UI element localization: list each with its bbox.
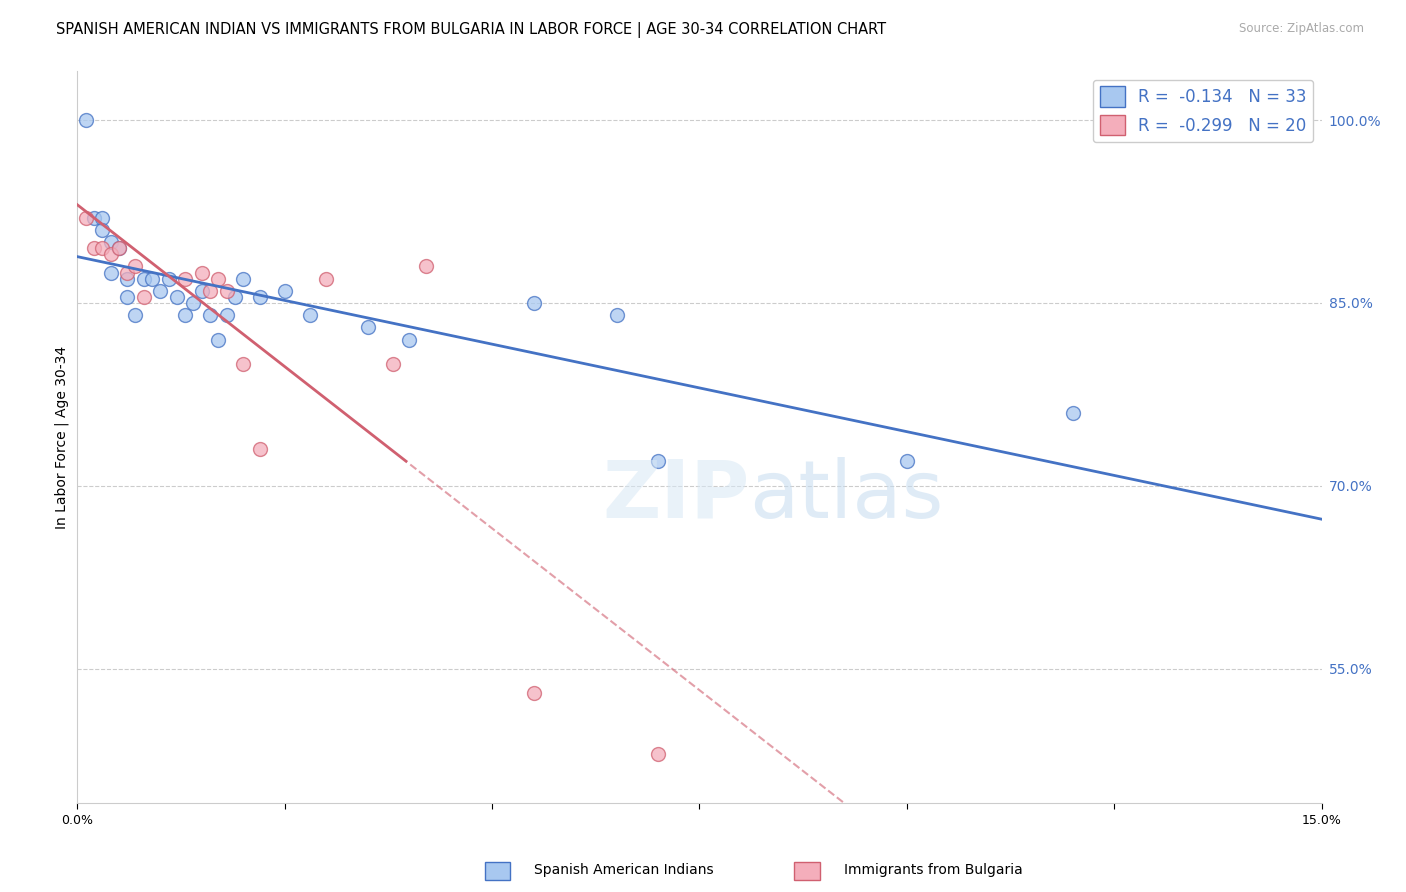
Legend: R =  -0.134   N = 33, R =  -0.299   N = 20: R = -0.134 N = 33, R = -0.299 N = 20 <box>1092 79 1313 142</box>
Point <box>606 308 628 322</box>
Point <box>141 271 163 285</box>
Point <box>83 241 105 255</box>
Point <box>91 241 114 255</box>
Point <box>415 260 437 274</box>
Point <box>191 266 214 280</box>
Point <box>149 284 172 298</box>
Point <box>166 290 188 304</box>
Point <box>83 211 105 225</box>
Point <box>75 211 97 225</box>
Y-axis label: In Labor Force | Age 30-34: In Labor Force | Age 30-34 <box>55 345 69 529</box>
Point <box>647 747 669 761</box>
Point <box>132 271 155 285</box>
Point <box>315 271 337 285</box>
Point <box>274 284 297 298</box>
Point <box>207 271 229 285</box>
Point <box>100 247 122 261</box>
Point <box>183 296 205 310</box>
Point <box>75 113 97 128</box>
Point <box>647 454 669 468</box>
Text: Immigrants from Bulgaria: Immigrants from Bulgaria <box>844 863 1022 877</box>
Point <box>108 241 131 255</box>
Point <box>191 284 214 298</box>
Point <box>91 223 114 237</box>
Point <box>124 308 146 322</box>
Point <box>174 308 197 322</box>
Point <box>249 442 271 457</box>
Point <box>100 266 122 280</box>
Point <box>115 271 138 285</box>
Point <box>132 290 155 304</box>
Text: Source: ZipAtlas.com: Source: ZipAtlas.com <box>1239 22 1364 36</box>
Point <box>224 290 246 304</box>
Point <box>91 211 114 225</box>
Point <box>108 241 131 255</box>
Point <box>249 290 271 304</box>
Point <box>207 333 229 347</box>
Point <box>1062 406 1084 420</box>
Point <box>115 290 138 304</box>
Point <box>100 235 122 249</box>
Point <box>896 454 918 468</box>
Point <box>232 357 254 371</box>
Text: ZIP: ZIP <box>602 457 749 534</box>
Text: Spanish American Indians: Spanish American Indians <box>534 863 714 877</box>
Point <box>357 320 380 334</box>
Point <box>523 686 546 700</box>
Point <box>523 296 546 310</box>
Text: atlas: atlas <box>749 457 943 534</box>
Point <box>115 266 138 280</box>
Point <box>215 284 238 298</box>
Point <box>381 357 404 371</box>
Point <box>174 271 197 285</box>
Point <box>398 333 420 347</box>
Point <box>232 271 254 285</box>
Point <box>198 284 221 298</box>
Point <box>198 308 221 322</box>
Point <box>124 260 146 274</box>
Point <box>215 308 238 322</box>
Text: SPANISH AMERICAN INDIAN VS IMMIGRANTS FROM BULGARIA IN LABOR FORCE | AGE 30-34 C: SPANISH AMERICAN INDIAN VS IMMIGRANTS FR… <box>56 22 886 38</box>
Point <box>298 308 321 322</box>
Point <box>157 271 180 285</box>
